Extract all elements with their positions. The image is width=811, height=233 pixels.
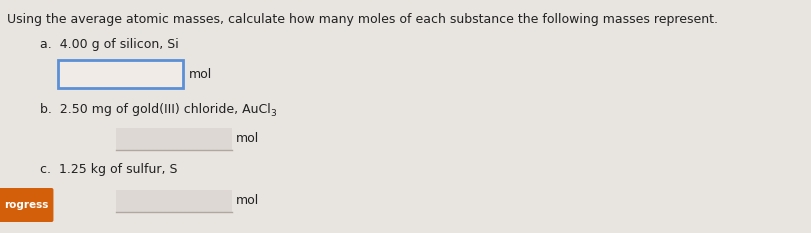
Text: Using the average atomic masses, calculate how many moles of each substance the : Using the average atomic masses, calcula… (7, 13, 718, 26)
Text: c.  1.25 kg of sulfur, S: c. 1.25 kg of sulfur, S (40, 163, 178, 176)
FancyBboxPatch shape (116, 190, 232, 212)
Text: mol: mol (236, 133, 260, 145)
Text: a.  4.00 g of silicon, Si: a. 4.00 g of silicon, Si (40, 38, 179, 51)
Text: b.  2.50 mg of gold(III) chloride, AuCl: b. 2.50 mg of gold(III) chloride, AuCl (40, 103, 271, 116)
Text: rogress: rogress (3, 200, 48, 210)
FancyBboxPatch shape (58, 60, 182, 88)
Text: mol: mol (236, 195, 260, 208)
FancyBboxPatch shape (0, 188, 54, 222)
Text: 3: 3 (271, 109, 277, 118)
Text: mol: mol (189, 68, 212, 80)
FancyBboxPatch shape (116, 128, 232, 150)
